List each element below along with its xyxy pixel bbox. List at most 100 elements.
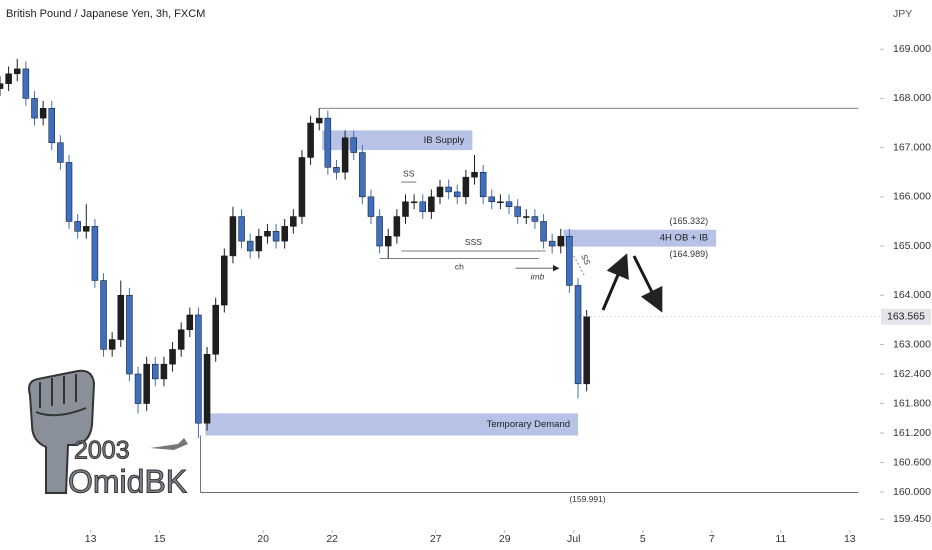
candle-body [108,339,116,350]
candle-body [359,152,366,198]
candle-body [281,226,288,242]
candle-body [523,216,530,218]
x-tick-label: 5 [640,533,646,545]
candle-body [402,201,409,217]
candle-body [514,206,521,217]
zone [205,413,579,436]
y-tick-label: 160.600 [893,456,931,468]
candle-body [229,216,237,257]
candle-body [505,201,513,207]
watermark-name: OmidBK [68,463,187,499]
x-tick-label: 7 [709,533,715,545]
candle-body [471,171,478,178]
y-tick-label: 163.000 [893,338,931,350]
candle-body [65,162,73,222]
candle-body [540,221,547,242]
x-tick-label: 22 [326,533,338,545]
y-tick-label: 166.000 [893,191,931,203]
x-tick-label: 27 [430,533,442,545]
candle-body [436,186,444,198]
candle-body [557,235,565,247]
level-label: SS [579,253,592,267]
x-tick-label: Jul [567,533,580,545]
candle-body [367,196,375,217]
candle-body [255,235,263,252]
y-tick-label: 161.200 [893,427,931,439]
watermark-emblem [150,438,188,450]
candle-body [177,329,185,350]
candle-body [531,216,539,222]
candle-body [48,108,56,143]
candle-body [428,196,435,212]
candle-body [419,201,426,212]
level-label: ch [455,262,464,272]
candle-body [221,255,228,306]
zone [322,130,473,151]
candle-body [39,108,47,119]
candle-body [31,98,38,119]
x-tick-label: 29 [499,533,511,545]
candle-body [203,354,211,424]
candle-body [264,231,271,237]
x-tick-label: 13 [85,533,97,545]
watermark-year: 2003 [74,437,130,465]
candle-body [566,235,573,286]
zone-label: Temporary Demand [487,419,570,430]
candle-body [272,231,280,242]
y-tick-label: 161.800 [893,397,931,409]
candle-body [160,363,168,380]
candle-body [341,137,349,173]
plot-area [0,59,859,493]
y-tick-label: 169.000 [893,43,931,55]
x-tick-label: 13 [844,533,856,545]
fist-lines [35,374,87,417]
y-tick-label: 162.400 [893,368,931,380]
candle-body [186,314,194,330]
candle-body [333,167,340,173]
candle-body [143,363,150,404]
currency-label: JPY [893,8,912,20]
candle-body [57,142,64,163]
x-tick-label: 15 [154,533,166,545]
candle-body [169,349,176,365]
chart-title: British Pound / Japanese Yen, 3h, FXCM [6,8,205,20]
candle-body [548,240,556,247]
candle-body [100,280,107,350]
candle-body [315,117,323,124]
candle-body [488,196,496,203]
candle-body [212,304,219,355]
zone [563,229,717,247]
level-label: SS [403,168,415,178]
level-label: SSS [465,237,482,247]
watermark: 2003 OmidBK [28,369,188,500]
candle-body [14,68,21,75]
candle-body [307,122,314,158]
y-tick-label: 160.000 [893,486,931,498]
candle-body [497,201,504,204]
candle-body [350,137,357,153]
candle-body [583,316,590,385]
candle-body [479,171,487,198]
last-price-label: 163.565 [887,310,925,322]
candle-body [117,295,125,340]
candle-body [74,221,81,232]
zone-high-label: (165.332) [670,216,709,226]
last-price-box [881,308,931,325]
level-value-label: (159.991) [569,494,606,504]
candle-body [376,216,383,247]
candle-body [290,216,297,227]
y-tick-label: 167.000 [893,141,931,153]
candle-body [384,235,392,247]
candle-body [445,186,452,193]
candle-body [238,216,245,242]
zone-label: 4H OB + IB [660,233,708,244]
y-tick-label: 164.000 [893,289,931,301]
candle-body [83,226,90,232]
candle-body [126,295,133,375]
candle-body [0,83,4,89]
candle-body [454,191,461,198]
y-tick-label: 165.000 [893,240,931,252]
zone-low-label: (164.989) [670,249,709,259]
level-label: imb [531,271,545,281]
